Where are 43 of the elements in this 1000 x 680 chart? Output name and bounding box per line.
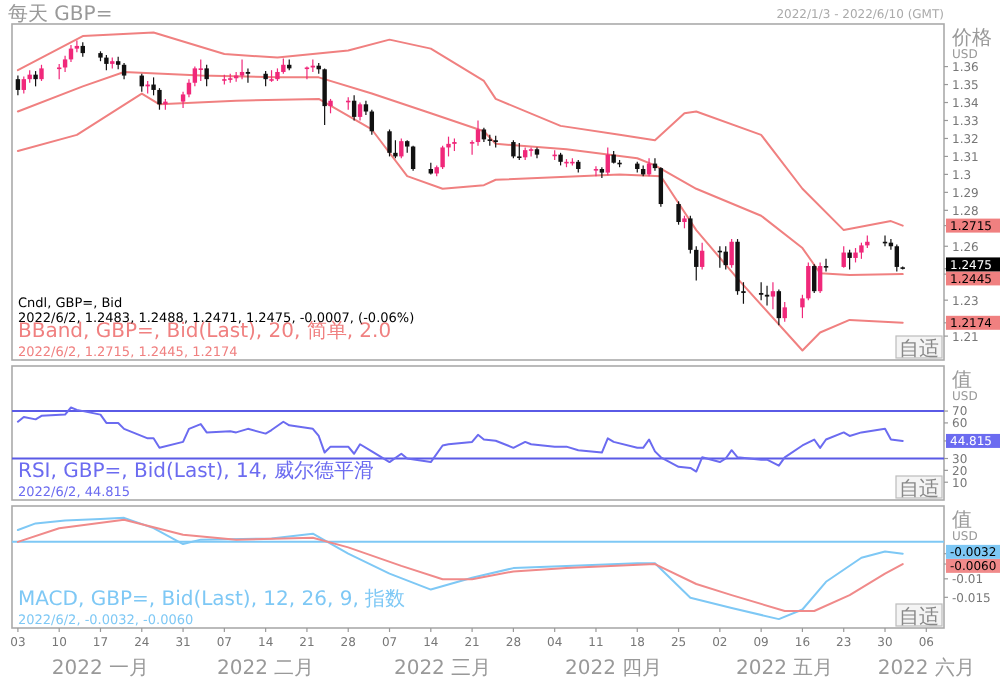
candlestick [758,281,764,301]
candlestick [729,238,734,269]
candlestick [387,128,392,158]
candlestick [440,145,445,170]
candlestick [599,166,605,179]
x2-tick-label: 2022 三月 [393,658,492,680]
candlestick [605,146,610,176]
candlestick [198,58,203,82]
candlestick [776,288,782,326]
annotation: 自适 [899,477,939,501]
candlestick [322,67,327,126]
candlestick [475,119,481,147]
annotation: RSI, GBP=, Bid(Last), 14, 威尔德平滑 [18,459,375,483]
candlestick [593,165,599,177]
chart-title: 每天 GBP= [8,2,113,26]
candlestick [399,137,404,159]
candlestick [204,64,209,87]
x2-tick-label: 2022 五月 [736,658,834,680]
annotation: 自适 [899,605,939,629]
candlestick [817,261,823,294]
candlestick [658,166,664,208]
candlestick [894,243,900,273]
candlestick [245,67,251,84]
candlestick [782,301,787,323]
x2-tick-label: 2022 六月 [877,656,975,680]
x2-tick-label: 2022 四月 [565,658,663,680]
annotation: 自适 [899,337,939,361]
candlestick [764,285,770,307]
candlestick [812,263,817,294]
candlestick [770,281,776,310]
annotation: MACD, GBP=, Bid(Last), 12, 26, 9, 指数 [18,587,406,611]
line-series [16,31,904,232]
x2-tick-label: 2022 一月 [51,658,150,680]
candlestick [676,200,681,226]
candlestick [351,94,357,122]
candlestick [847,249,852,271]
candlestick [304,65,310,80]
candlestick [528,146,534,158]
x2-tick-label: 2022 二月 [217,658,315,680]
candlestick [239,58,245,80]
candlestick [823,258,829,273]
candlestick [699,242,705,271]
candlestick [15,74,21,96]
